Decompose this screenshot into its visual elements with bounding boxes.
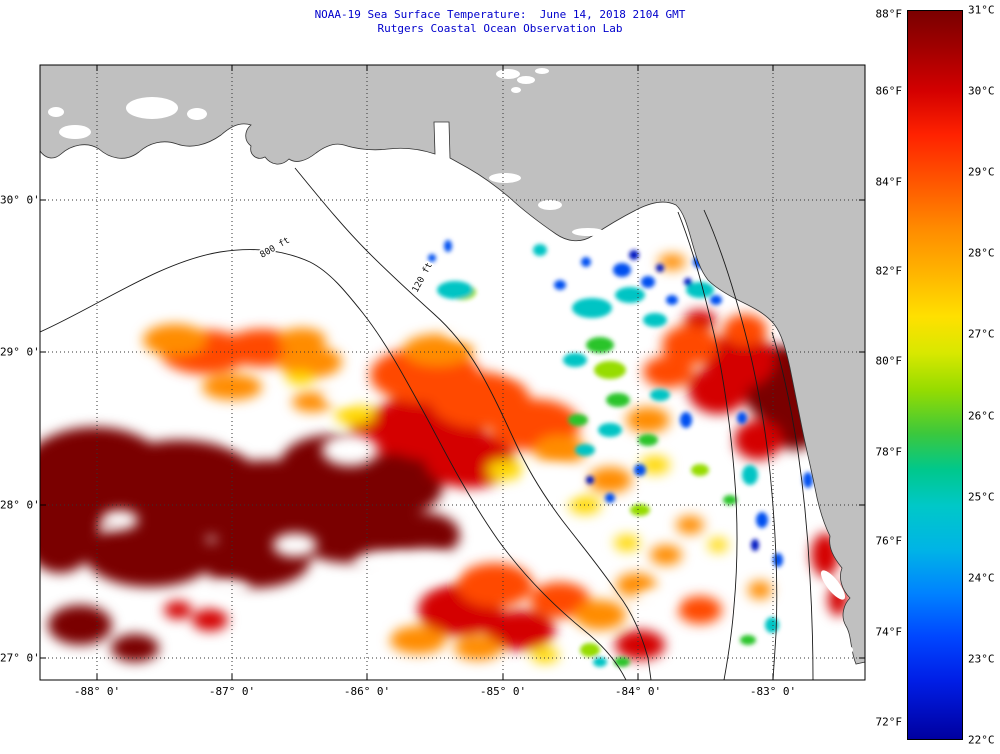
x-tick-label: -88° 0' [73,685,121,698]
y-tick-label: 27° 0' [0,651,40,665]
colorbar-gradient [907,10,963,740]
land-layer [39,64,866,665]
map-image: 800 ft 120 ft [39,64,866,681]
colorbar-f-label: 74°F [875,625,903,639]
sst-cyan-patches [437,244,779,667]
colorbar-c-label: 30°C [968,84,995,98]
cloud-specks-over-land [496,68,549,93]
lakes-and-bays [48,97,853,655]
colorbar: 88°F 86°F 84°F 82°F 80°F 78°F 76°F 74°F … [876,4,995,747]
colorbar-f-label: 82°F [875,264,903,278]
sst-yellow-patches [286,371,728,663]
plot-frame [39,64,866,681]
x-tick-label: -86° 0' [343,685,391,698]
x-tick-label: -83° 0' [749,685,797,698]
colorbar-c-label: 29°C [968,165,995,179]
colorbar-f-label: 88°F [875,7,903,21]
colorbar-c-label: 23°C [968,652,995,666]
axis-ticks [40,65,865,680]
bathymetry-contours [40,167,814,680]
colorbar-c-label: 31°C [968,3,995,17]
sst-data-layer [40,240,848,667]
x-tick-label: -85° 0' [479,685,527,698]
page-subtitle: Rutgers Coastal Ocean Observation Lab [377,22,623,35]
colorbar-f-label: 86°F [875,84,903,98]
colorbar-f-label: 76°F [875,534,903,548]
page-title: NOAA-19 Sea Surface Temperature: June 14… [314,8,686,21]
cloud-mask-layer [102,320,726,639]
y-tick-label: 30° 0' [0,193,40,207]
y-tick-label: 29° 0' [0,345,40,359]
graticule [40,65,865,680]
colorbar-c-label: 27°C [968,327,995,341]
y-tick-label: 28° 0' [0,498,40,512]
colorbar-f-label: 72°F [875,715,903,729]
colorbar-f-label: 80°F [875,354,903,368]
sst-dark-red-patches [40,345,823,662]
sst-orange-patches [143,254,772,660]
x-tick-label: -84° 0' [614,685,662,698]
colorbar-c-label: 22°C [968,733,995,747]
sst-green-patches [568,337,756,667]
colorbar-c-label: 25°C [968,490,995,504]
colorbar-c-label: 28°C [968,246,995,260]
colorbar-c-label: 24°C [968,571,995,585]
x-tick-label: -87° 0' [208,685,256,698]
colorbar-f-label: 78°F [875,445,903,459]
coastline [39,64,866,665]
colorbar-f-label: 84°F [875,175,903,189]
colorbar-c-label: 26°C [968,409,995,423]
